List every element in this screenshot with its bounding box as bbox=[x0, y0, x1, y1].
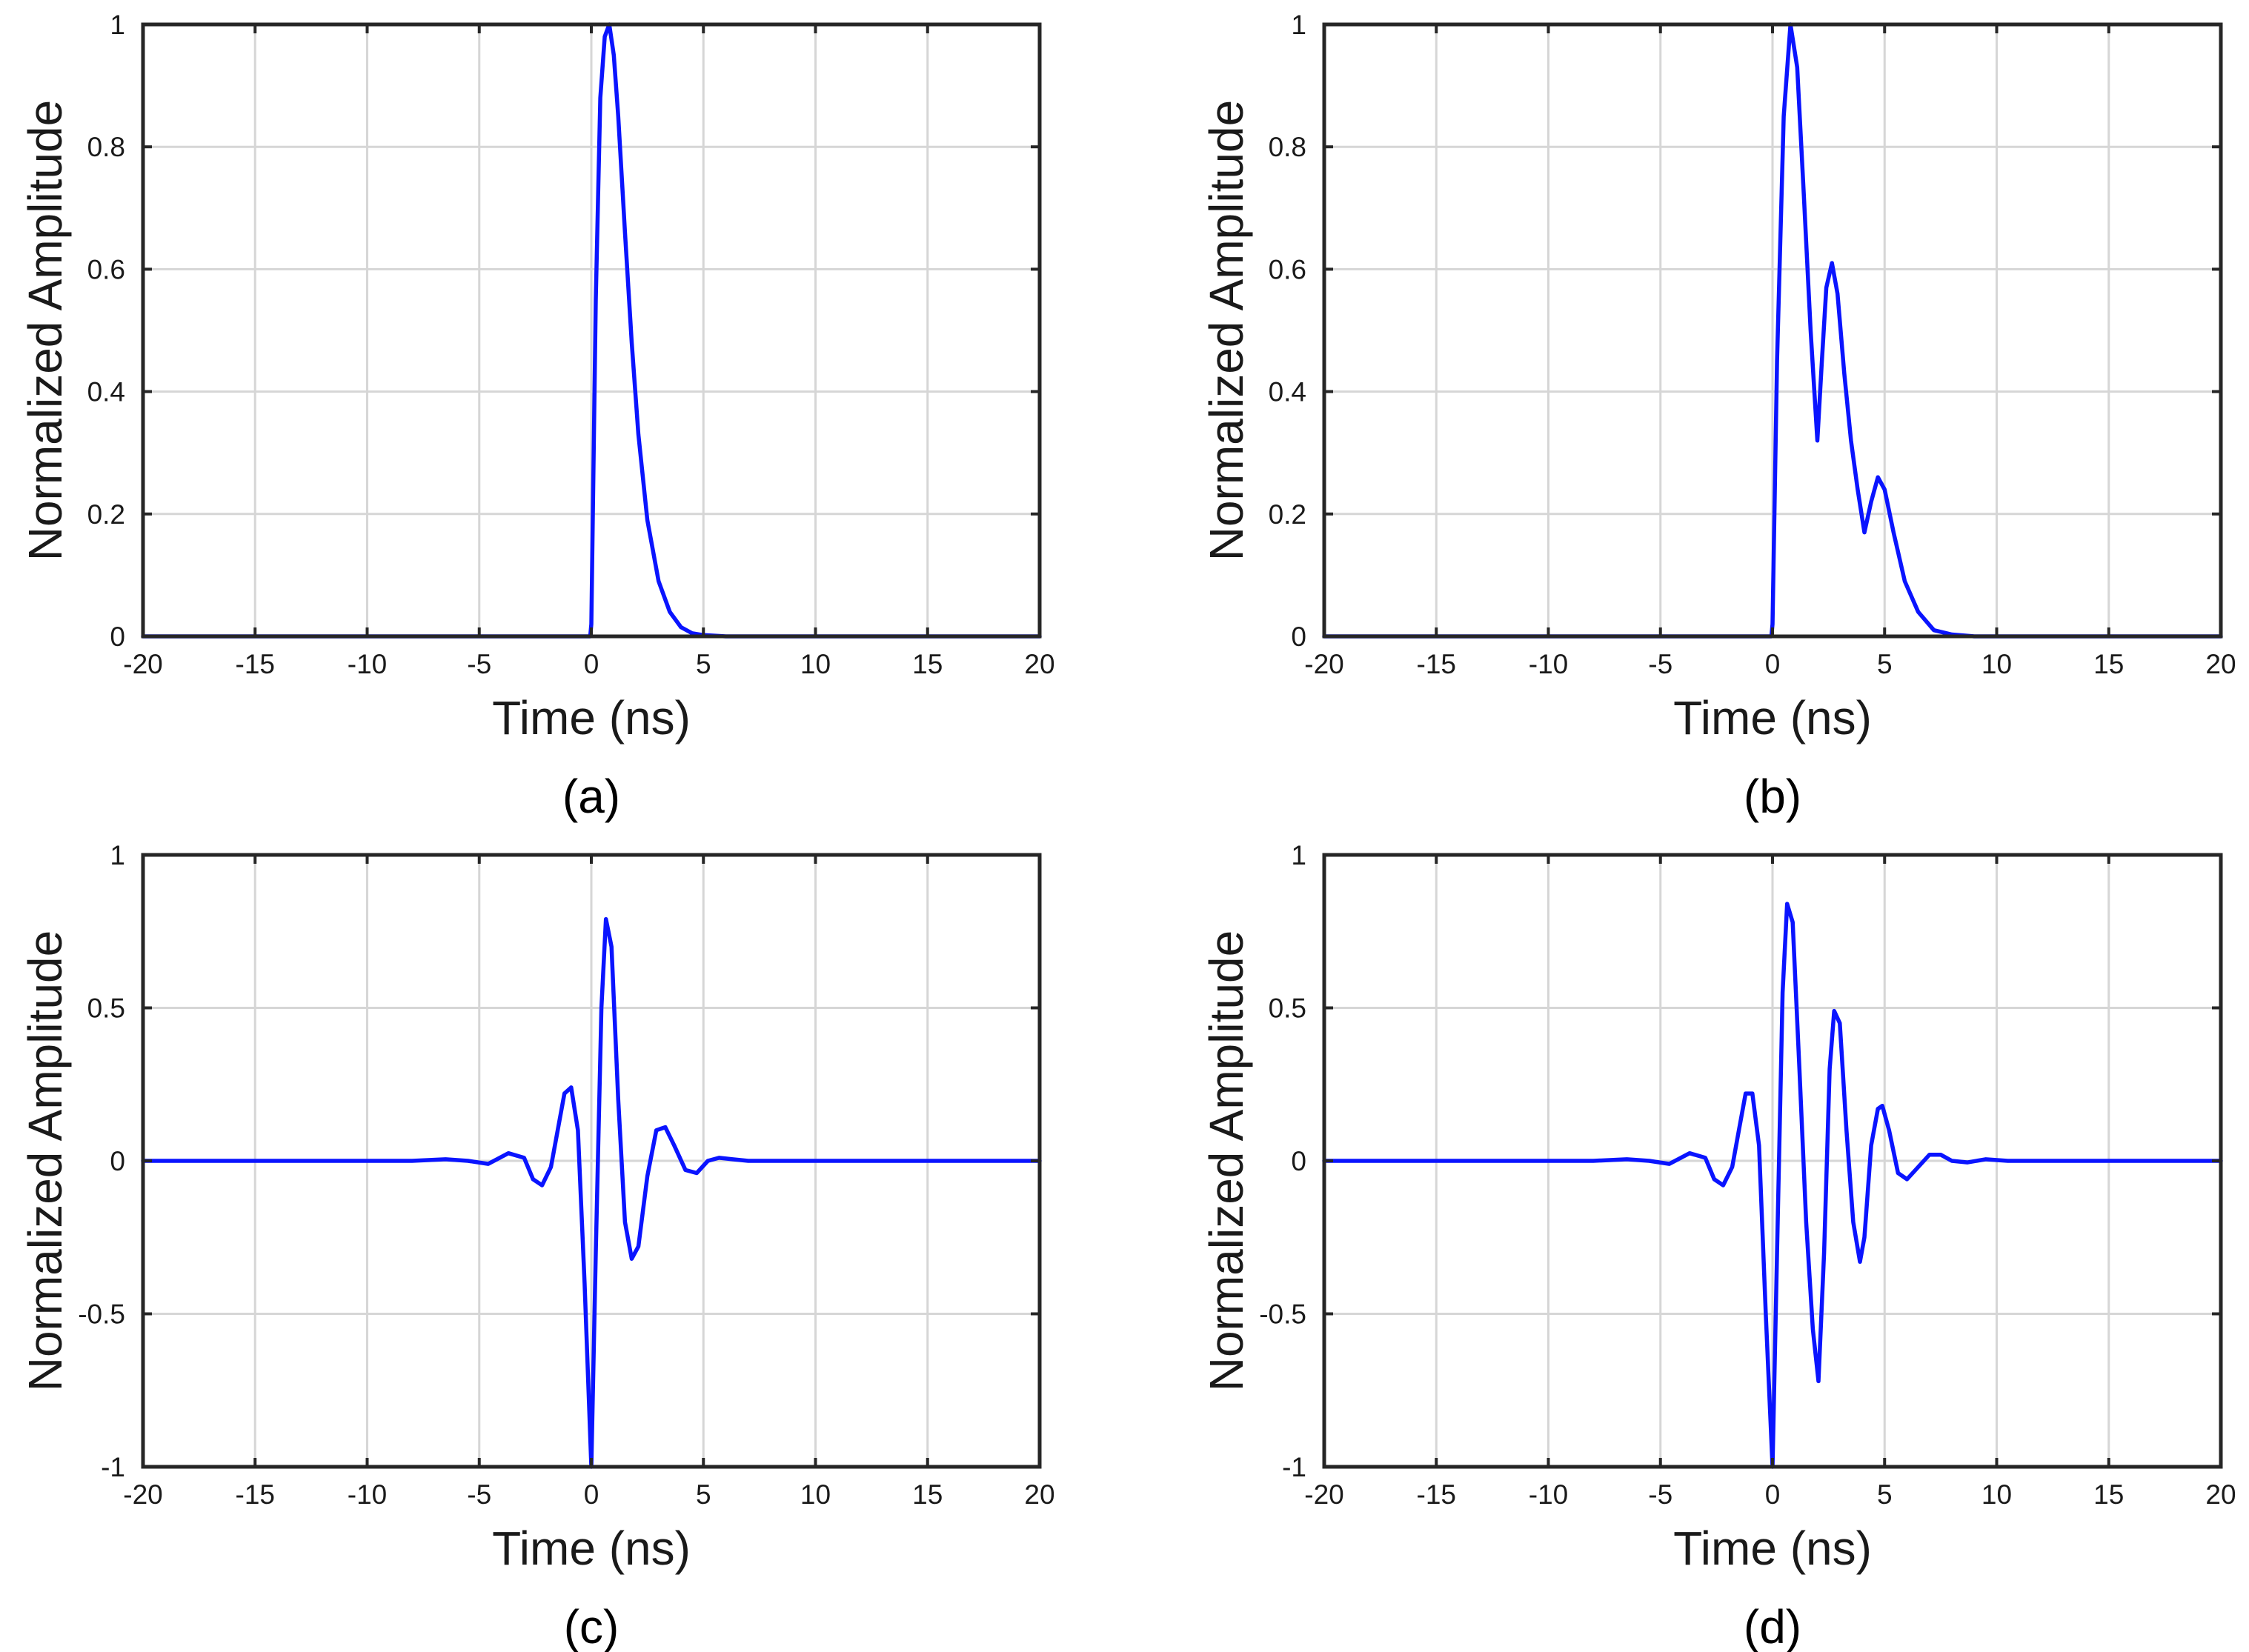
y-tick-label: 0.2 bbox=[87, 499, 125, 530]
panel-3: -20 -15 -10 -5 0 5 10 15 20 -1 -0.5 0 0.5 1 Time (ns) N… bbox=[19, 840, 1055, 1652]
axes-box bbox=[1322, 22, 2223, 639]
x-tick-label: -10 bbox=[1529, 649, 1568, 679]
x-tick-label: 0 bbox=[584, 1479, 599, 1510]
x-tick-label: -15 bbox=[236, 1479, 275, 1510]
x-tick-label: 10 bbox=[1981, 1479, 2012, 1510]
x-tick-label: 20 bbox=[1024, 649, 1054, 679]
series-line bbox=[141, 916, 1042, 1469]
panel-4: -20 -15 -10 -5 0 5 10 15 20 -1 -0.5 0 0.5 1 Time (ns) N… bbox=[1200, 840, 2236, 1652]
x-axis-label: Time (ns) bbox=[1673, 1522, 1872, 1575]
y-tick-label: 0.4 bbox=[87, 377, 125, 407]
x-tick-label: -5 bbox=[1648, 649, 1672, 679]
y-tick-label: 0.2 bbox=[1269, 499, 1306, 530]
x-tick-label: 0 bbox=[1765, 649, 1781, 679]
x-tick-label: 15 bbox=[912, 1479, 943, 1510]
x-tick-label: 10 bbox=[800, 1479, 831, 1510]
panel-caption: (d) bbox=[1744, 1600, 1801, 1652]
y-axis-label: Normalized Amplitude bbox=[1200, 930, 1253, 1392]
y-tick-label: 0 bbox=[110, 622, 125, 652]
y-tick-label: 0.5 bbox=[1269, 993, 1306, 1024]
y-tick-label: 0.6 bbox=[87, 254, 125, 284]
x-tick-label: -20 bbox=[123, 1479, 162, 1510]
panel-1: -20 -15 -10 -5 0 5 10 15 20 0 0.2 0.4 0.6 0.8 1 Time (n… bbox=[19, 10, 1055, 823]
panel-caption: (c) bbox=[564, 1600, 619, 1652]
x-tick-label: -10 bbox=[348, 1479, 387, 1510]
x-tick-label: 0 bbox=[584, 649, 599, 679]
x-tick-label: -10 bbox=[1529, 1479, 1568, 1510]
y-tick-label: 0.4 bbox=[1269, 377, 1306, 407]
axes-box bbox=[1322, 853, 2223, 1469]
axes-box bbox=[141, 22, 1042, 639]
x-tick-label: 20 bbox=[2205, 1479, 2236, 1510]
x-tick-label: -5 bbox=[467, 649, 491, 679]
x-tick-label: 5 bbox=[1877, 649, 1893, 679]
x-tick-label: 15 bbox=[912, 649, 943, 679]
y-axis-label: Normalized Amplitude bbox=[1200, 100, 1253, 562]
y-tick-label: 0.8 bbox=[87, 132, 125, 162]
y-tick-label: 0.8 bbox=[1269, 132, 1306, 162]
x-tick-label: -20 bbox=[1304, 649, 1343, 679]
x-tick-label: 10 bbox=[800, 649, 831, 679]
panel-2: -20 -15 -10 -5 0 5 10 15 20 0 0.2 0.4 0.6 0.8 1 Time (n… bbox=[1200, 10, 2236, 823]
x-tick-label: 5 bbox=[696, 1479, 711, 1510]
x-tick-label: -5 bbox=[467, 1479, 491, 1510]
x-tick-label: -20 bbox=[1304, 1479, 1343, 1510]
y-tick-label: 1 bbox=[1291, 10, 1306, 40]
x-tick-label: 5 bbox=[696, 649, 711, 679]
x-tick-label: 10 bbox=[1981, 649, 2012, 679]
x-tick-label: 0 bbox=[1765, 1479, 1781, 1510]
x-tick-label: 20 bbox=[1024, 1479, 1054, 1510]
y-tick-label: 0 bbox=[1291, 1146, 1306, 1176]
y-tick-label: -1 bbox=[1282, 1452, 1306, 1482]
x-tick-label: -15 bbox=[1417, 649, 1456, 679]
y-tick-label: -0.5 bbox=[1259, 1299, 1306, 1330]
y-axis-label: Normalized Amplitude bbox=[19, 100, 72, 562]
x-tick-label: 20 bbox=[2205, 649, 2236, 679]
x-tick-label: -5 bbox=[1648, 1479, 1672, 1510]
x-tick-label: 15 bbox=[2093, 1479, 2124, 1510]
y-tick-label: 0.6 bbox=[1269, 254, 1306, 284]
y-tick-label: -0.5 bbox=[78, 1299, 125, 1330]
axes-box bbox=[141, 853, 1042, 1469]
x-axis-label: Time (ns) bbox=[492, 691, 691, 745]
y-tick-label: 0 bbox=[110, 1146, 125, 1176]
x-tick-label: -15 bbox=[236, 649, 275, 679]
y-tick-label: 0 bbox=[1291, 622, 1306, 652]
series-line bbox=[1322, 902, 2223, 1469]
y-tick-label: 1 bbox=[110, 840, 125, 870]
x-tick-label: 5 bbox=[1877, 1479, 1893, 1510]
y-tick-label: -1 bbox=[101, 1452, 125, 1482]
panel-caption: (a) bbox=[562, 770, 620, 823]
y-tick-label: 0.5 bbox=[87, 993, 125, 1024]
y-tick-label: 1 bbox=[1291, 840, 1306, 870]
x-tick-label: -20 bbox=[123, 649, 162, 679]
x-tick-label: -10 bbox=[348, 649, 387, 679]
panel-caption: (b) bbox=[1744, 770, 1801, 823]
x-axis-label: Time (ns) bbox=[1673, 691, 1872, 745]
x-tick-label: 15 bbox=[2093, 649, 2124, 679]
y-tick-label: 1 bbox=[110, 10, 125, 40]
series-line bbox=[1322, 22, 2223, 639]
x-axis-label: Time (ns) bbox=[492, 1522, 691, 1575]
y-axis-label: Normalized Amplitude bbox=[19, 930, 72, 1392]
x-tick-label: -15 bbox=[1417, 1479, 1456, 1510]
